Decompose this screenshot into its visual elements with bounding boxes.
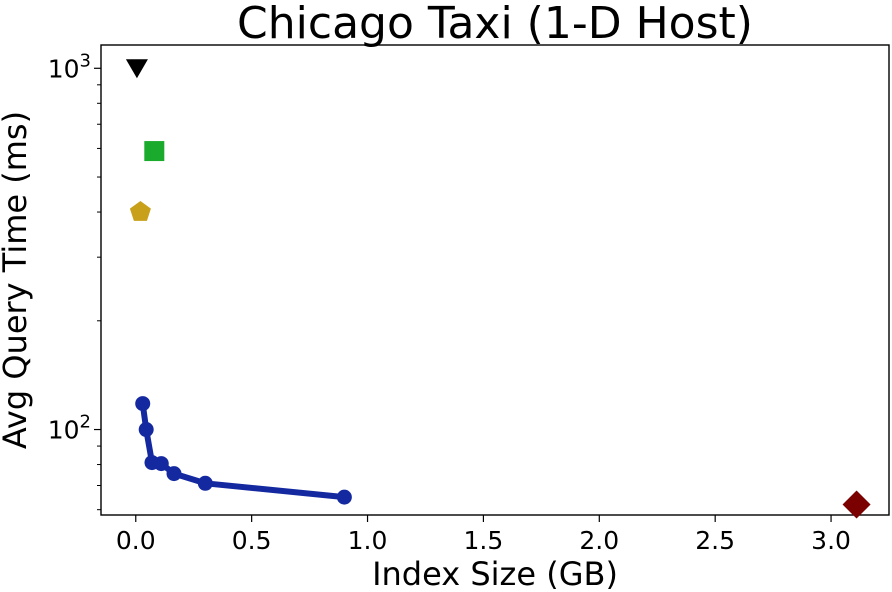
- data-point: [166, 466, 182, 482]
- x-tick-label: 0.0: [116, 526, 156, 555]
- data-point: [129, 201, 151, 221]
- x-tick-label: 3.0: [811, 526, 851, 555]
- chart-title: Chicago Taxi (1-D Host): [237, 0, 753, 49]
- data-point: [144, 141, 165, 162]
- y-axis-label: Avg Query Time (ms): [0, 111, 34, 449]
- x-tick-label: 1.5: [464, 526, 504, 555]
- y-tick-label: 102: [48, 412, 91, 445]
- x-tick-label: 1.0: [348, 526, 388, 555]
- plot-area-frame: [100, 44, 890, 516]
- data-point: [125, 59, 148, 79]
- x-tick-label: 0.5: [232, 526, 272, 555]
- x-tick-label: 2.0: [579, 526, 619, 555]
- data-point: [153, 456, 169, 472]
- x-tick-label: 2.5: [695, 526, 735, 555]
- plot-layer: 0.0 0.5 1.0 1.5 2.0 2.5 3.0 102 103: [48, 50, 871, 555]
- data-point: [135, 396, 151, 412]
- series-line: [139, 400, 348, 501]
- data-point: [197, 475, 213, 491]
- y-tick-label: 103: [48, 50, 91, 83]
- data-point: [138, 422, 154, 438]
- data-point: [842, 490, 871, 519]
- data-point: [336, 489, 352, 505]
- x-axis-label: Index Size (GB): [372, 555, 618, 592]
